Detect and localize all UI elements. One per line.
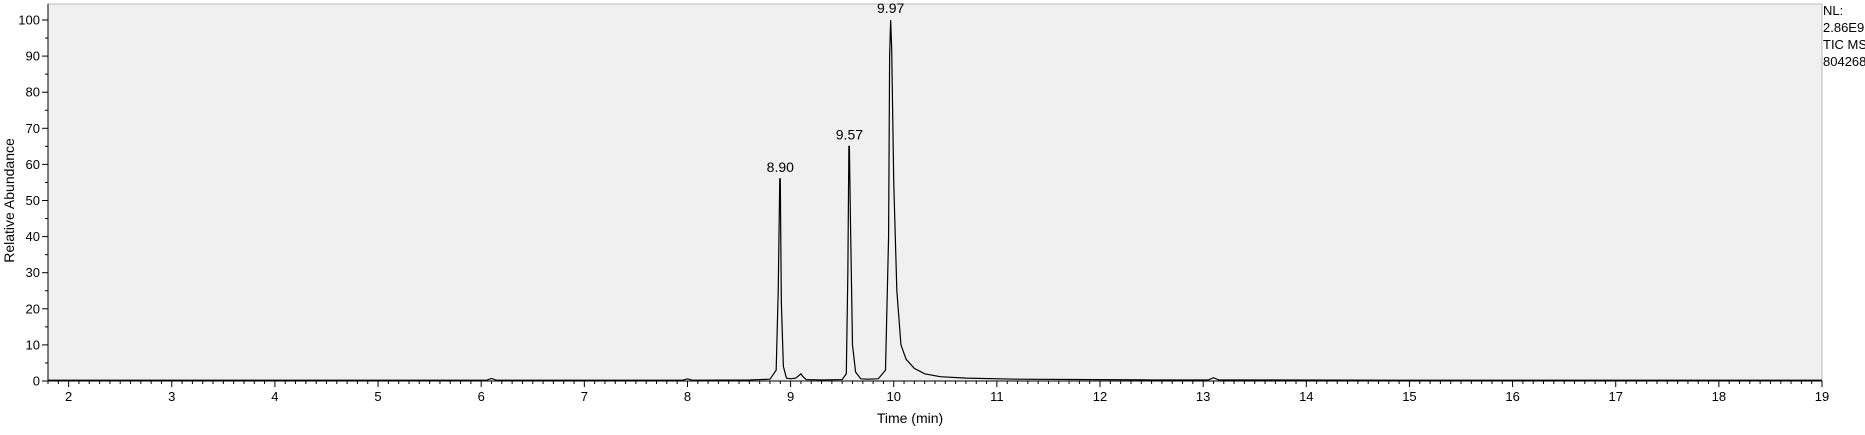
y-axis-title: Relative Abundance: [1, 138, 17, 263]
tic-trace-line: [48, 19, 1822, 381]
y-tick-label: 30: [26, 265, 40, 280]
x-tick-label: 8: [684, 389, 691, 404]
peak-label: 9.57: [836, 126, 863, 142]
x-tick-label: 6: [478, 389, 485, 404]
x-tick-label: 15: [1402, 389, 1416, 404]
info-scan-filter: TIC MS: [1823, 37, 1865, 52]
y-tick-label: 20: [26, 301, 40, 316]
x-tick-label: 2: [65, 389, 72, 404]
y-tick-label: 80: [26, 85, 40, 100]
info-nl-label: NL:: [1823, 3, 1844, 18]
x-tick-label: 7: [581, 389, 588, 404]
x-tick-label: 11: [990, 389, 1004, 404]
peak-label: 9.97: [877, 0, 904, 16]
x-tick-label: 17: [1608, 389, 1622, 404]
x-tick-label: 16: [1505, 389, 1519, 404]
plot-area: [47, 3, 1823, 382]
y-tick-label: 100: [18, 13, 40, 28]
x-tick-label: 9: [787, 389, 794, 404]
x-tick-label: 13: [1196, 389, 1210, 404]
info-nl-value: 2.86E9: [1823, 20, 1865, 35]
y-tick-label: 0: [33, 374, 40, 389]
x-tick-label: 12: [1093, 389, 1107, 404]
y-tick-label: 50: [26, 193, 40, 208]
x-tick-label: 10: [887, 389, 901, 404]
info-file-id: 804268: [1823, 54, 1865, 69]
peak-label: 8.90: [767, 159, 794, 175]
x-tick-label: 5: [374, 389, 381, 404]
x-axis-title: Time (min): [877, 410, 943, 426]
y-tick-label: 60: [26, 157, 40, 172]
x-tick-label: 18: [1712, 389, 1726, 404]
x-tick-label: 4: [271, 389, 278, 404]
x-tick-label: 19: [1815, 389, 1829, 404]
y-tick-label: 70: [26, 121, 40, 136]
y-tick-label: 40: [26, 229, 40, 244]
y-tick-label: 10: [26, 337, 40, 352]
x-tick-label: 3: [168, 389, 175, 404]
x-tick-label: 14: [1299, 389, 1313, 404]
y-tick-label: 90: [26, 49, 40, 64]
